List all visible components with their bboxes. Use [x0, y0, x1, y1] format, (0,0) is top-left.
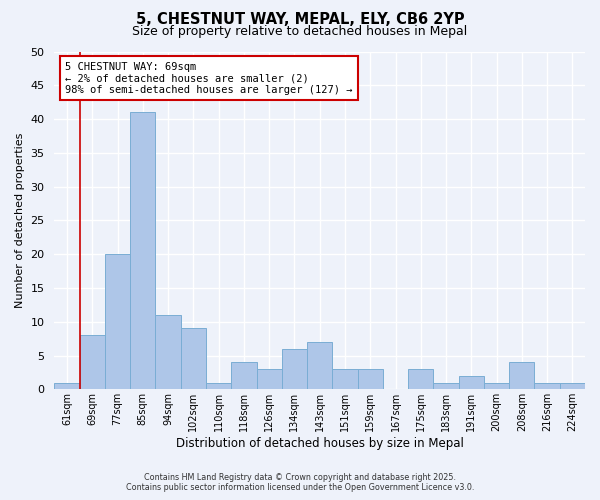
Bar	[105, 254, 130, 390]
X-axis label: Distribution of detached houses by size in Mepal: Distribution of detached houses by size …	[176, 437, 464, 450]
Bar	[181, 328, 206, 390]
Bar	[358, 369, 383, 390]
Bar	[509, 362, 535, 390]
Bar	[231, 362, 257, 390]
Bar	[257, 369, 282, 390]
Bar	[560, 382, 585, 390]
Bar	[408, 369, 433, 390]
Bar	[307, 342, 332, 390]
Bar	[282, 349, 307, 390]
Bar	[458, 376, 484, 390]
Text: 5 CHESTNUT WAY: 69sqm
← 2% of detached houses are smaller (2)
98% of semi-detach: 5 CHESTNUT WAY: 69sqm ← 2% of detached h…	[65, 62, 353, 95]
Bar	[55, 382, 80, 390]
Bar	[130, 112, 155, 390]
Bar	[155, 315, 181, 390]
Bar	[206, 382, 231, 390]
Text: 5, CHESTNUT WAY, MEPAL, ELY, CB6 2YP: 5, CHESTNUT WAY, MEPAL, ELY, CB6 2YP	[136, 12, 464, 28]
Bar	[484, 382, 509, 390]
Bar	[332, 369, 358, 390]
Bar	[433, 382, 458, 390]
Bar	[80, 335, 105, 390]
Text: Contains HM Land Registry data © Crown copyright and database right 2025.
Contai: Contains HM Land Registry data © Crown c…	[126, 473, 474, 492]
Bar	[535, 382, 560, 390]
Text: Size of property relative to detached houses in Mepal: Size of property relative to detached ho…	[133, 25, 467, 38]
Y-axis label: Number of detached properties: Number of detached properties	[15, 132, 25, 308]
